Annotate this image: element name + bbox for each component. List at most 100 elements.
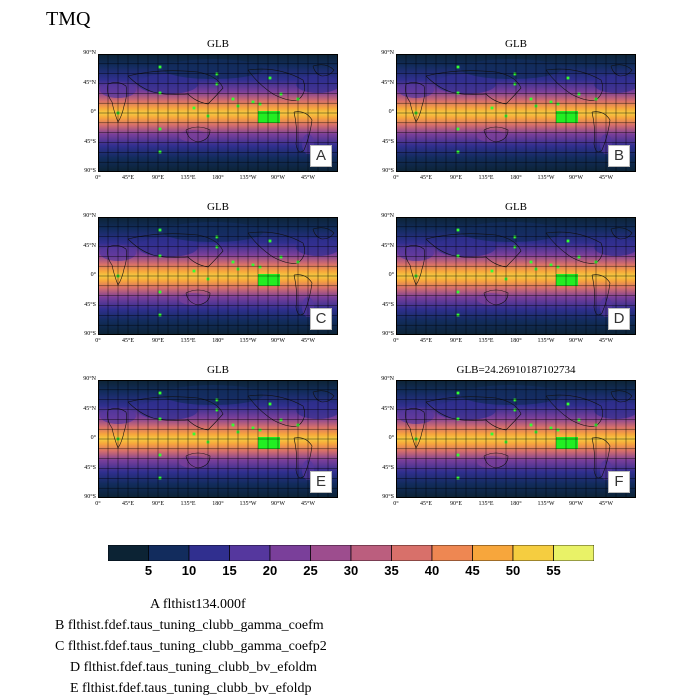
colorbar-swatch xyxy=(512,545,554,561)
lon-tick-label: 90°W xyxy=(270,501,286,507)
lat-tick-label: 90°N xyxy=(381,50,394,56)
colorbar-swatch xyxy=(148,545,190,561)
lon-tick-label: 45°E xyxy=(419,338,433,344)
lon-tick-label: 45°W xyxy=(300,175,316,181)
legend-item-b: B flthist.fdef.taus_tuning_clubb_gamma_c… xyxy=(55,618,324,633)
map-panel-d xyxy=(396,217,636,335)
lat-tick-label: 90°S xyxy=(382,331,394,337)
figure-title: TMQ xyxy=(46,8,91,30)
map-panel-e xyxy=(98,380,338,498)
map-panel-a xyxy=(98,54,338,172)
map-panel-c xyxy=(98,217,338,335)
panel-title-f: GLB=24.26910187102734 xyxy=(456,364,576,376)
lat-tick-label: 90°S xyxy=(84,494,96,500)
panel-title-c: GLB xyxy=(207,201,229,213)
lat-tick-label: 90°S xyxy=(382,494,394,500)
lat-tick-label: 45°S xyxy=(84,138,96,145)
lat-tick-label: 90°N xyxy=(83,213,96,219)
panel-title-d: GLB xyxy=(505,201,527,213)
lat-tick-label: 0° xyxy=(388,435,394,441)
legend-item-c: C flthist.fdef.taus_tuning_clubb_gamma_c… xyxy=(55,639,327,654)
lon-tick-label: 180° xyxy=(212,501,224,507)
lon-tick-label: 135°E xyxy=(180,501,196,507)
lon-tick-label: 135°E xyxy=(180,175,196,181)
panel-letter-b: B xyxy=(608,145,630,167)
colorbar-swatch xyxy=(108,545,149,561)
colorbar-label: 10 xyxy=(181,563,197,578)
lon-tick-label: 90°E xyxy=(151,338,165,344)
lat-tick-label: 45°N xyxy=(381,242,394,249)
lon-tick-label: 90°W xyxy=(270,175,286,181)
lon-tick-label: 135°W xyxy=(537,338,555,344)
panel-title-a: GLB xyxy=(207,38,229,50)
lat-tick-label: 90°N xyxy=(83,50,96,56)
map-panel-b xyxy=(396,54,636,172)
panel-title-e: GLB xyxy=(207,364,229,376)
lon-tick-label: 135°E xyxy=(478,501,494,507)
lon-tick-label: 135°E xyxy=(478,338,494,344)
colorbar-swatch xyxy=(350,545,392,561)
panel-letter-a: A xyxy=(310,145,332,167)
colorbar xyxy=(108,545,594,561)
colorbar-swatch xyxy=(472,545,514,561)
lat-tick-label: 90°S xyxy=(382,168,394,174)
lon-tick-label: 90°E xyxy=(151,175,165,181)
map-panel-f xyxy=(396,380,636,498)
lat-tick-label: 0° xyxy=(90,435,96,441)
lon-tick-label: 90°E xyxy=(449,338,463,344)
lon-tick-label: 90°E xyxy=(449,501,463,507)
lon-tick-label: 135°E xyxy=(478,175,494,181)
lat-tick-label: 45°N xyxy=(83,405,96,412)
lat-tick-label: 90°N xyxy=(83,376,96,382)
lon-tick-label: 135°E xyxy=(180,338,196,344)
lon-tick-label: 45°E xyxy=(121,338,135,344)
lon-tick-label: 180° xyxy=(212,338,224,344)
lat-tick-label: 0° xyxy=(90,272,96,278)
colorbar-swatch xyxy=(188,545,230,561)
lon-tick-label: 90°W xyxy=(270,338,286,344)
lon-tick-label: 45°W xyxy=(598,338,614,344)
lon-tick-label: 0° xyxy=(95,175,101,181)
lon-tick-label: 135°W xyxy=(239,175,257,181)
colorbar-label: 25 xyxy=(303,563,318,578)
lon-tick-label: 0° xyxy=(393,338,399,344)
panel-letter-c: C xyxy=(310,308,332,330)
lat-tick-label: 0° xyxy=(90,109,96,115)
colorbar-swatch xyxy=(269,545,311,561)
lon-tick-label: 45°E xyxy=(121,501,135,507)
colorbar-label: 35 xyxy=(384,563,399,578)
panel-letter-f: F xyxy=(608,471,630,493)
lon-tick-label: 180° xyxy=(212,175,224,181)
legend-item-e: E flthist.fdef.taus_tuning_clubb_bv_efol… xyxy=(70,681,312,696)
lat-tick-label: 45°N xyxy=(83,242,96,249)
colorbar-label: 55 xyxy=(546,563,561,578)
lat-tick-label: 45°S xyxy=(382,138,394,145)
lon-tick-label: 0° xyxy=(95,338,101,344)
lon-tick-label: 45°E xyxy=(419,501,433,507)
lon-tick-label: 90°W xyxy=(568,175,584,181)
lon-tick-label: 45°W xyxy=(598,501,614,507)
colorbar-swatch xyxy=(391,545,433,561)
colorbar-label: 30 xyxy=(343,563,359,578)
lat-tick-label: 45°S xyxy=(84,464,96,471)
panel-letter-d: D xyxy=(608,308,630,330)
legend-item-a: A flthist134.000f xyxy=(150,597,246,612)
panel-letter-e: E xyxy=(310,471,332,493)
legend-item-d: D flthist.fdef.taus_tuning_clubb_bv_efol… xyxy=(70,660,317,675)
colorbar-label: 40 xyxy=(424,563,440,578)
lon-tick-label: 180° xyxy=(510,501,522,507)
lat-tick-label: 90°S xyxy=(84,168,96,174)
colorbar-label: 45 xyxy=(465,563,480,578)
lon-tick-label: 0° xyxy=(95,501,101,507)
panel-title-b: GLB xyxy=(505,38,527,50)
lon-tick-label: 45°W xyxy=(300,501,316,507)
colorbar-swatch xyxy=(229,545,271,561)
lat-tick-label: 90°N xyxy=(381,213,394,219)
lon-tick-label: 45°W xyxy=(598,175,614,181)
lat-tick-label: 45°N xyxy=(381,79,394,86)
lon-tick-label: 135°W xyxy=(537,501,555,507)
colorbar-swatch xyxy=(431,545,473,561)
lon-tick-label: 135°W xyxy=(537,175,555,181)
lat-tick-label: 45°N xyxy=(83,79,96,86)
colorbar-label: 15 xyxy=(222,563,237,578)
